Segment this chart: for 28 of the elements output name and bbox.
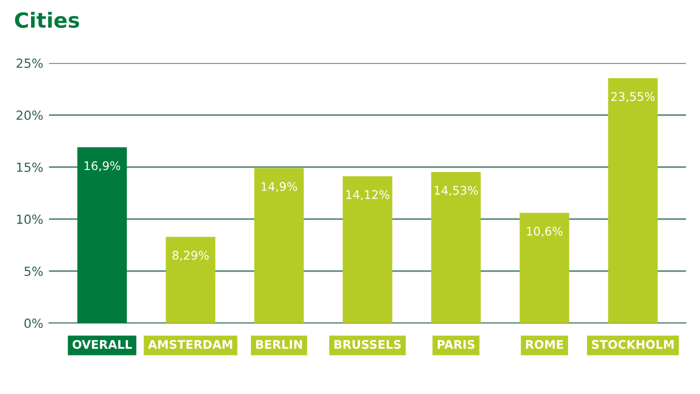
data-label: 16,9% (84, 161, 120, 172)
y-tick-label: 15% (17, 162, 43, 172)
y-tick-label: 10% (17, 214, 43, 224)
y-tick-label: 0% (24, 318, 43, 328)
data-label: 14,53% (434, 186, 478, 196)
x-tick-label: PARIS (438, 340, 474, 349)
data-label: 8,29% (172, 250, 209, 261)
bar (166, 236, 216, 324)
data-label: 14,9% (262, 182, 298, 192)
x-tick-label: ROME (526, 340, 564, 349)
bar (431, 172, 481, 324)
bar (520, 212, 570, 324)
data-label: 23,55% (611, 92, 655, 102)
x-tick-label: BERLIN (256, 340, 302, 349)
chart-title: Cities (15, 12, 80, 28)
data-label: 14,12% (346, 190, 390, 200)
x-tick-label: BRUSSELS (334, 340, 401, 349)
x-tick-label: STOCKHOLM (592, 340, 674, 349)
data-label: 10,6% (526, 226, 563, 237)
y-tick-label: 5% (24, 266, 43, 276)
bar (608, 78, 658, 324)
y-tick-label: 20% (16, 110, 43, 120)
bar (342, 176, 392, 324)
x-tick-label: OVERALL (72, 340, 132, 349)
bar (77, 147, 127, 324)
y-tick-label: 25% (16, 58, 43, 68)
bar (254, 168, 304, 324)
x-tick-label: AMSTERDAM (148, 340, 232, 349)
